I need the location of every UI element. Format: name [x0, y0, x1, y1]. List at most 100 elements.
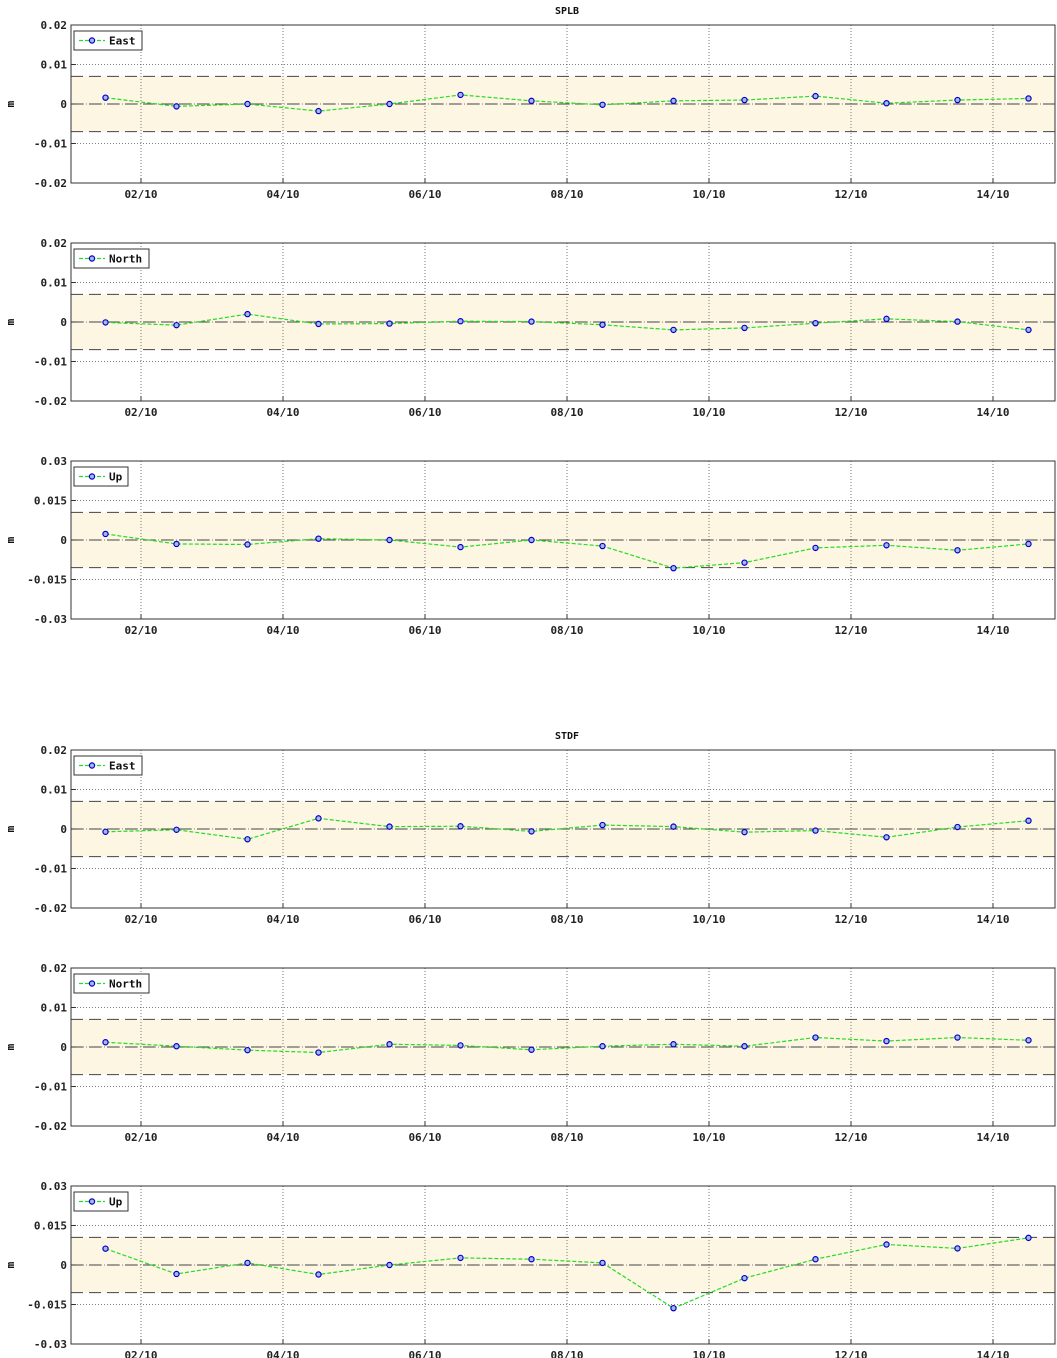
chart-panel-1: 0.02 0.01 0 -0.01 -0.02 02/10 04/10 06/10 08/10 1…: [4, 6, 1056, 201]
data-point: [386, 1261, 393, 1269]
x-tick-label: 08/10: [550, 188, 583, 201]
x-tick-label: 04/10: [266, 1349, 299, 1358]
x-tick-label: 04/10: [266, 1131, 299, 1144]
data-point: [102, 1245, 109, 1252]
y-tick-label: 0.02: [41, 962, 68, 975]
data-point: [457, 91, 464, 99]
x-tick-label: 12/10: [834, 624, 867, 637]
data-point: [528, 828, 535, 835]
data-point: [670, 564, 677, 572]
data-point: [315, 535, 322, 542]
data-point: [954, 318, 961, 325]
x-tick-label: 06/10: [408, 1349, 441, 1358]
data-point: [599, 1259, 606, 1267]
chart-panel-6: 0.03 0.015 0 -0.015 -0.03 02/10 04/10 06/10 08/1…: [4, 1180, 1056, 1358]
data-point: [457, 318, 464, 325]
data-point: [457, 543, 464, 551]
data-point: [386, 1041, 393, 1048]
x-tick-label: 08/10: [550, 1349, 583, 1358]
legend-box: [73, 248, 150, 269]
data-point: [315, 1049, 322, 1056]
x-tick-label: 02/10: [124, 624, 157, 637]
data-point: [812, 1034, 819, 1041]
y-axis-label: m: [4, 318, 17, 325]
x-tick-label: 06/10: [408, 913, 441, 926]
y-tick-label: 0: [60, 316, 67, 329]
x-tick-label: 06/10: [408, 188, 441, 201]
legend: East: [73, 30, 143, 51]
data-point: [173, 1043, 180, 1050]
data-point: [528, 1046, 535, 1053]
data-point: [954, 96, 961, 104]
legend: Up: [73, 466, 129, 487]
x-tick-label: 08/10: [550, 624, 583, 637]
y-axis-label: m: [4, 536, 17, 543]
y-tick-label: 0: [60, 1041, 67, 1054]
x-tick-label: 10/10: [692, 913, 725, 926]
data-point: [741, 1043, 748, 1050]
data-point: [528, 318, 535, 325]
data-point: [173, 1270, 180, 1278]
x-tick-label: 10/10: [692, 406, 725, 419]
data-point: [599, 321, 606, 328]
data-point: [670, 97, 677, 105]
x-tick-label: 14/10: [976, 188, 1009, 201]
legend-label: North: [109, 253, 142, 266]
data-point: [812, 319, 819, 327]
series-line: [105, 817, 1029, 840]
data-point: [954, 823, 961, 831]
data-point: [741, 324, 748, 332]
data-point: [457, 1254, 464, 1262]
legend-box: [73, 973, 150, 994]
data-point: [741, 1274, 748, 1282]
data-point: [883, 542, 890, 549]
x-tick-label: 10/10: [692, 1131, 725, 1144]
x-tick-label: 02/10: [124, 1131, 157, 1144]
x-tick-label: 10/10: [692, 624, 725, 637]
legend-label: East: [109, 35, 136, 48]
y-tick-label: 0.03: [41, 1180, 68, 1193]
data-point: [102, 828, 109, 835]
x-tick-label: 02/10: [124, 913, 157, 926]
data-point: [386, 823, 393, 830]
data-point: [173, 321, 180, 329]
y-tick-label: 0: [60, 534, 67, 547]
chart-title: SPLB: [555, 6, 579, 17]
legend-label: East: [109, 760, 136, 773]
data-point: [1025, 817, 1032, 824]
y-axis-label: m: [4, 100, 17, 107]
legend: North: [73, 973, 150, 994]
x-tick-label: 04/10: [266, 624, 299, 637]
data-point: [741, 828, 748, 836]
x-tick-label: 14/10: [976, 1349, 1009, 1358]
series-line: [105, 313, 1029, 331]
x-tick-label: 02/10: [124, 188, 157, 201]
data-point: [954, 547, 961, 554]
x-tick-label: 14/10: [976, 406, 1009, 419]
data-point: [883, 1241, 890, 1248]
x-tick-label: 08/10: [550, 1131, 583, 1144]
x-tick-label: 06/10: [408, 1131, 441, 1144]
y-tick-label: 0.01: [41, 277, 68, 290]
legend-label: North: [109, 978, 142, 991]
data-point: [386, 320, 393, 327]
data-point: [102, 530, 109, 538]
x-tick-label: 10/10: [692, 1349, 725, 1358]
data-point: [386, 536, 393, 544]
x-tick-label: 14/10: [976, 1131, 1009, 1144]
data-point: [599, 1043, 606, 1050]
legend-marker: [88, 762, 96, 769]
series-line: [105, 533, 1029, 569]
data-point: [102, 319, 109, 326]
y-tick-label: -0.02: [34, 1120, 67, 1133]
y-tick-label: 0.015: [34, 1220, 67, 1233]
legend-box: [73, 30, 143, 51]
y-tick-label: 0.02: [41, 237, 68, 250]
x-tick-label: 04/10: [266, 406, 299, 419]
data-point: [244, 310, 251, 318]
data-point: [599, 821, 606, 829]
data-point: [315, 320, 322, 328]
x-tick-label: 04/10: [266, 913, 299, 926]
y-axis-label: m: [4, 825, 17, 832]
series-line: [105, 1237, 1029, 1309]
